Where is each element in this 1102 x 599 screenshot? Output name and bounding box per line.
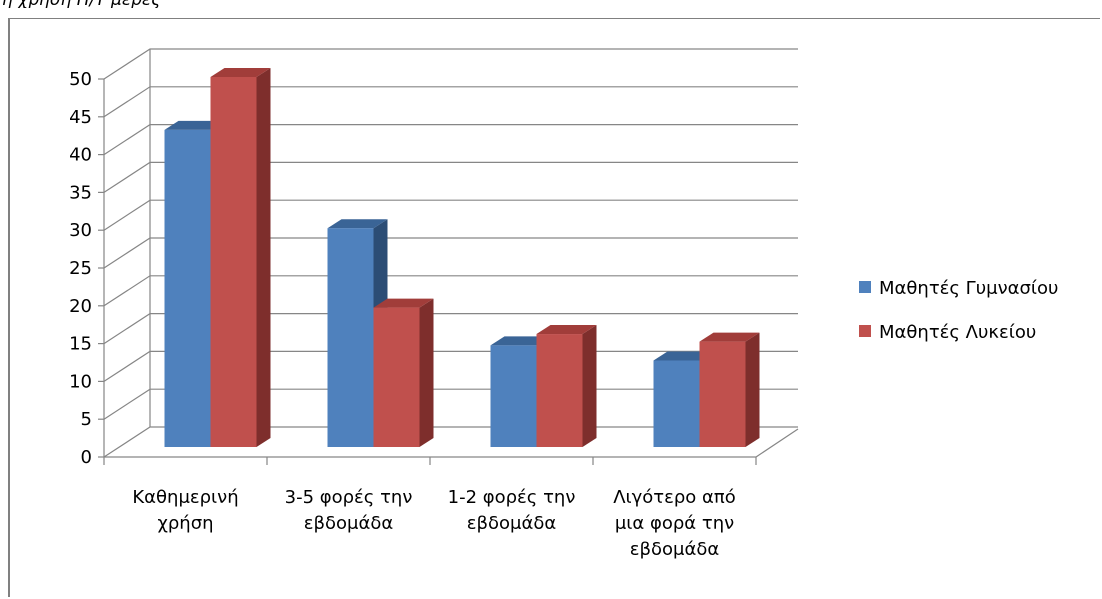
legend-swatch bbox=[859, 281, 871, 293]
x-category-label: μια φορά την bbox=[615, 513, 734, 534]
x-category-label: χρήση bbox=[157, 513, 213, 534]
y-tick-label: 40 bbox=[69, 145, 92, 166]
legend-item: Μαθητές Γυμνασίου bbox=[859, 278, 1058, 299]
x-category-label: εβδομάδα bbox=[630, 539, 719, 560]
y-tick-label: 30 bbox=[69, 220, 92, 241]
x-category-label: εβδομάδα bbox=[467, 513, 556, 534]
gridlines bbox=[103, 48, 798, 458]
chart-caption: η χρήση Η/Υ μέρες bbox=[2, 0, 161, 8]
bar-chart: 0 5 10 15 20 25 30 35 40 45 50 Καθημερινή χρήση 3-5 … bbox=[69, 48, 1058, 560]
gridline bbox=[103, 48, 798, 80]
bar-gymnasio-2 bbox=[327, 219, 388, 447]
legend-item: Μαθητές Λυκείου bbox=[859, 322, 1036, 343]
y-axis-ticks: 0 5 10 15 20 25 30 35 40 45 50 bbox=[69, 69, 104, 468]
y-tick-label: 5 bbox=[81, 409, 92, 430]
bar-lykeio-1 bbox=[210, 68, 271, 447]
y-tick-label: 15 bbox=[69, 334, 92, 355]
bars bbox=[164, 68, 760, 448]
y-tick-label: 25 bbox=[69, 258, 92, 279]
y-tick-label: 0 bbox=[81, 447, 92, 468]
gridline bbox=[103, 86, 798, 118]
y-tick-label: 20 bbox=[69, 296, 92, 317]
bar-lykeio-2 bbox=[373, 298, 434, 447]
x-category-label: εβδομάδα bbox=[304, 513, 393, 534]
x-category-label: 1-2 φορές την bbox=[448, 487, 576, 508]
bar-lykeio-4 bbox=[699, 332, 760, 447]
gridline bbox=[103, 275, 798, 307]
y-tick-label: 45 bbox=[69, 107, 92, 128]
gridline bbox=[103, 199, 798, 231]
legend-swatch bbox=[859, 325, 871, 337]
x-category-label: 3-5 φορές την bbox=[285, 487, 413, 508]
y-tick-label: 35 bbox=[69, 182, 92, 203]
x-axis bbox=[103, 79, 799, 465]
gridline bbox=[103, 123, 798, 156]
legend-label: Μαθητές Λυκείου bbox=[879, 322, 1036, 343]
bar-lykeio-3 bbox=[536, 325, 597, 447]
chart-frame: 0 5 10 15 20 25 30 35 40 45 50 Καθημερινή χρήση 3-5 … bbox=[8, 18, 1100, 597]
y-tick-label: 50 bbox=[69, 69, 92, 90]
legend: Μαθητές Γυμνασίου Μαθητές Λυκείου bbox=[859, 278, 1058, 343]
x-axis-labels: Καθημερινή χρήση 3-5 φορές την εβδομάδα 1-2 … bbox=[132, 487, 735, 560]
gridline bbox=[103, 313, 798, 345]
x-category-label: Καθημερινή bbox=[132, 487, 238, 508]
gridline bbox=[103, 237, 798, 269]
gridline bbox=[103, 161, 798, 193]
legend-label: Μαθητές Γυμνασίου bbox=[879, 278, 1058, 299]
x-category-label: Λιγότερο από bbox=[613, 487, 736, 508]
y-tick-label: 10 bbox=[69, 371, 92, 392]
